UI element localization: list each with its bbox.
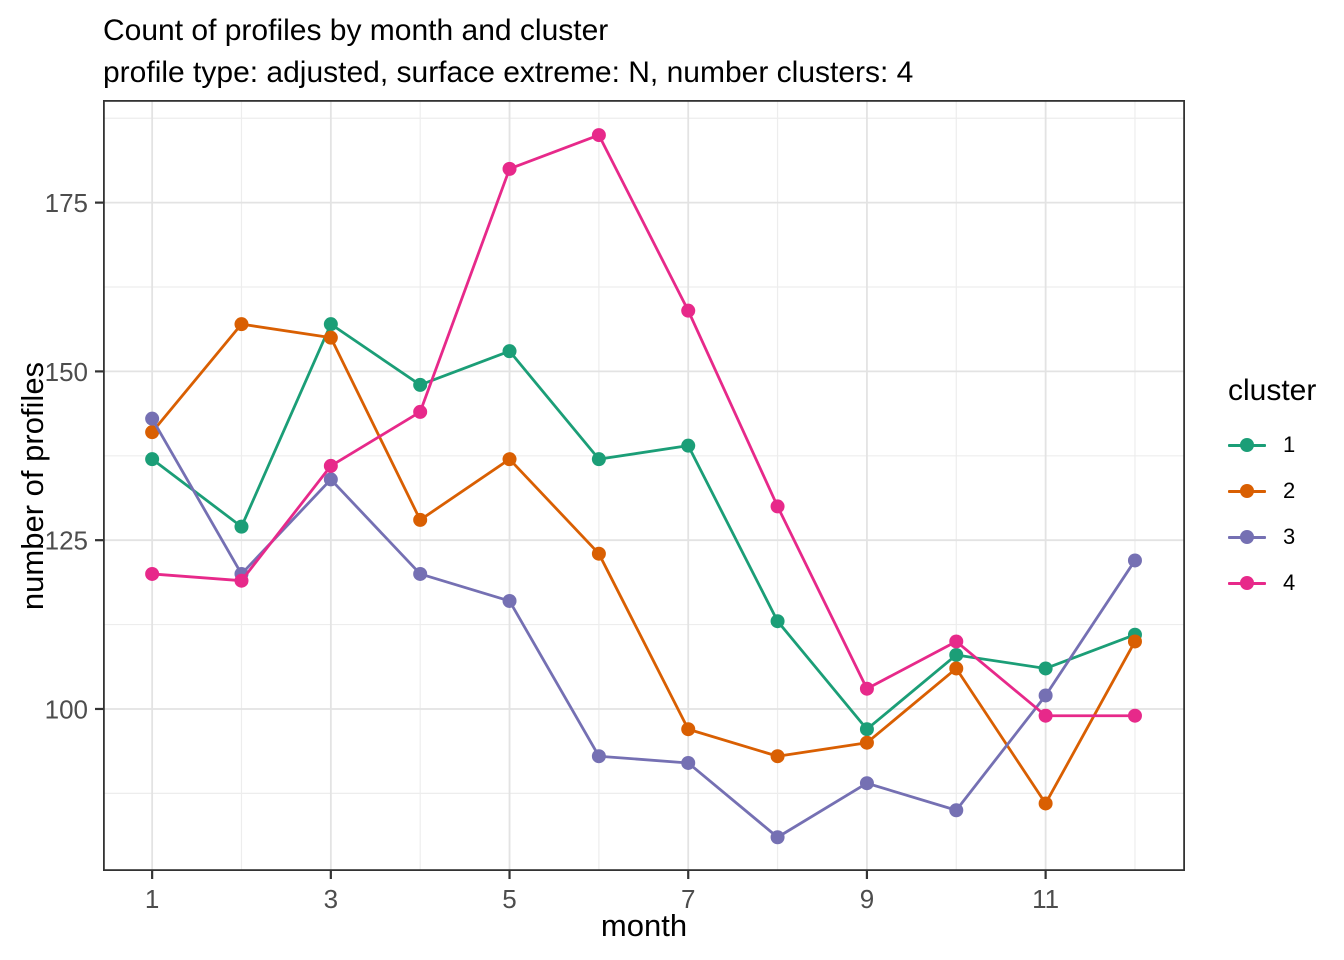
- data-point-cluster-4: [591, 128, 606, 143]
- data-point-cluster-1: [859, 722, 874, 737]
- legend-item-cluster-4: 4: [1228, 560, 1316, 606]
- y-tick-label: 150: [45, 357, 88, 387]
- legend-key-icon: [1228, 575, 1266, 591]
- y-axis-title: number of profiles: [15, 361, 50, 611]
- legend-label: 2: [1283, 478, 1296, 503]
- data-point-cluster-4: [1127, 708, 1142, 723]
- data-point-cluster-4: [770, 499, 785, 514]
- y-tick-label: 175: [45, 188, 88, 218]
- data-point-cluster-4: [1038, 708, 1053, 723]
- legend-items: 1 2 3 4: [1228, 422, 1316, 606]
- data-point-cluster-3: [681, 755, 696, 770]
- plot-panel: 100 125 150 175 1 3 5 7 9 11: [45, 99, 1185, 914]
- data-point-cluster-1: [413, 377, 428, 392]
- data-point-cluster-4: [234, 573, 249, 588]
- data-point-cluster-3: [1127, 553, 1142, 568]
- data-point-cluster-2: [234, 317, 249, 332]
- data-point-cluster-1: [591, 452, 606, 467]
- y-tick-label: 125: [45, 526, 88, 556]
- data-point-cluster-1: [234, 519, 249, 534]
- data-point-cluster-3: [502, 593, 517, 608]
- data-point-cluster-3: [145, 411, 160, 426]
- legend-key-icon: [1228, 529, 1266, 545]
- legend-item-cluster-3: 3: [1228, 514, 1316, 560]
- x-tick-label: 9: [860, 884, 874, 914]
- chart-title: Count of profiles by month and cluster: [103, 14, 609, 47]
- legend-key-icon: [1228, 437, 1266, 453]
- data-point-cluster-2: [1127, 634, 1142, 649]
- series-line-4: [150, 133, 1137, 718]
- data-point-cluster-4: [413, 404, 428, 419]
- series-line-1: [150, 322, 1137, 731]
- data-point-cluster-1: [681, 438, 696, 453]
- legend-title: cluster: [1228, 374, 1317, 407]
- legend-item-cluster-2: 2: [1228, 468, 1316, 514]
- data-point-cluster-4: [145, 566, 160, 581]
- series-line-2: [150, 322, 1137, 805]
- x-tick-label: 5: [502, 884, 516, 914]
- data-point-cluster-2: [413, 512, 428, 527]
- panel-border: [102, 99, 1185, 872]
- data-point-cluster-3: [949, 803, 964, 818]
- data-point-cluster-2: [145, 425, 160, 440]
- data-point-cluster-4: [502, 161, 517, 176]
- data-point-cluster-2: [681, 722, 696, 737]
- data-point-cluster-4: [859, 681, 874, 696]
- series-line-3: [150, 417, 1137, 839]
- data-point-cluster-1: [502, 344, 517, 359]
- data-point-cluster-1: [145, 452, 160, 467]
- x-tick-label: 3: [324, 884, 338, 914]
- data-point-cluster-1: [949, 647, 964, 662]
- data-point-cluster-2: [502, 452, 517, 467]
- x-tick-label: 7: [681, 884, 695, 914]
- data-point-cluster-1: [1038, 661, 1053, 676]
- data-point-cluster-2: [770, 749, 785, 764]
- data-point-cluster-3: [591, 749, 606, 764]
- data-point-cluster-4: [949, 634, 964, 649]
- data-point-cluster-3: [413, 566, 428, 581]
- y-tick-label: 100: [45, 694, 88, 724]
- data-point-cluster-2: [859, 735, 874, 750]
- x-tick-label: 1: [145, 884, 159, 914]
- legend-label: 4: [1283, 570, 1296, 595]
- legend-label: 3: [1283, 524, 1296, 549]
- legend-label: 1: [1283, 432, 1296, 457]
- data-point-cluster-3: [1038, 688, 1053, 703]
- data-point-cluster-4: [323, 458, 338, 473]
- data-point-cluster-2: [949, 661, 964, 676]
- data-point-cluster-3: [859, 776, 874, 791]
- data-point-cluster-3: [770, 830, 785, 845]
- chart-subtitle: profile type: adjusted, surface extreme:…: [103, 56, 914, 89]
- data-point-cluster-4: [681, 303, 696, 318]
- data-point-cluster-2: [1038, 796, 1053, 811]
- x-tick-label: 11: [1032, 884, 1059, 914]
- data-point-cluster-2: [591, 546, 606, 561]
- data-point-cluster-1: [770, 614, 785, 629]
- data-point-cluster-3: [323, 472, 338, 487]
- legend-key-icon: [1228, 483, 1266, 499]
- data-point-cluster-2: [323, 330, 338, 345]
- x-axis-title: month: [600, 908, 688, 943]
- legend-item-cluster-1: 1: [1228, 422, 1316, 468]
- legend: cluster 1 2 3 4: [1228, 374, 1316, 606]
- data-point-cluster-1: [323, 317, 338, 332]
